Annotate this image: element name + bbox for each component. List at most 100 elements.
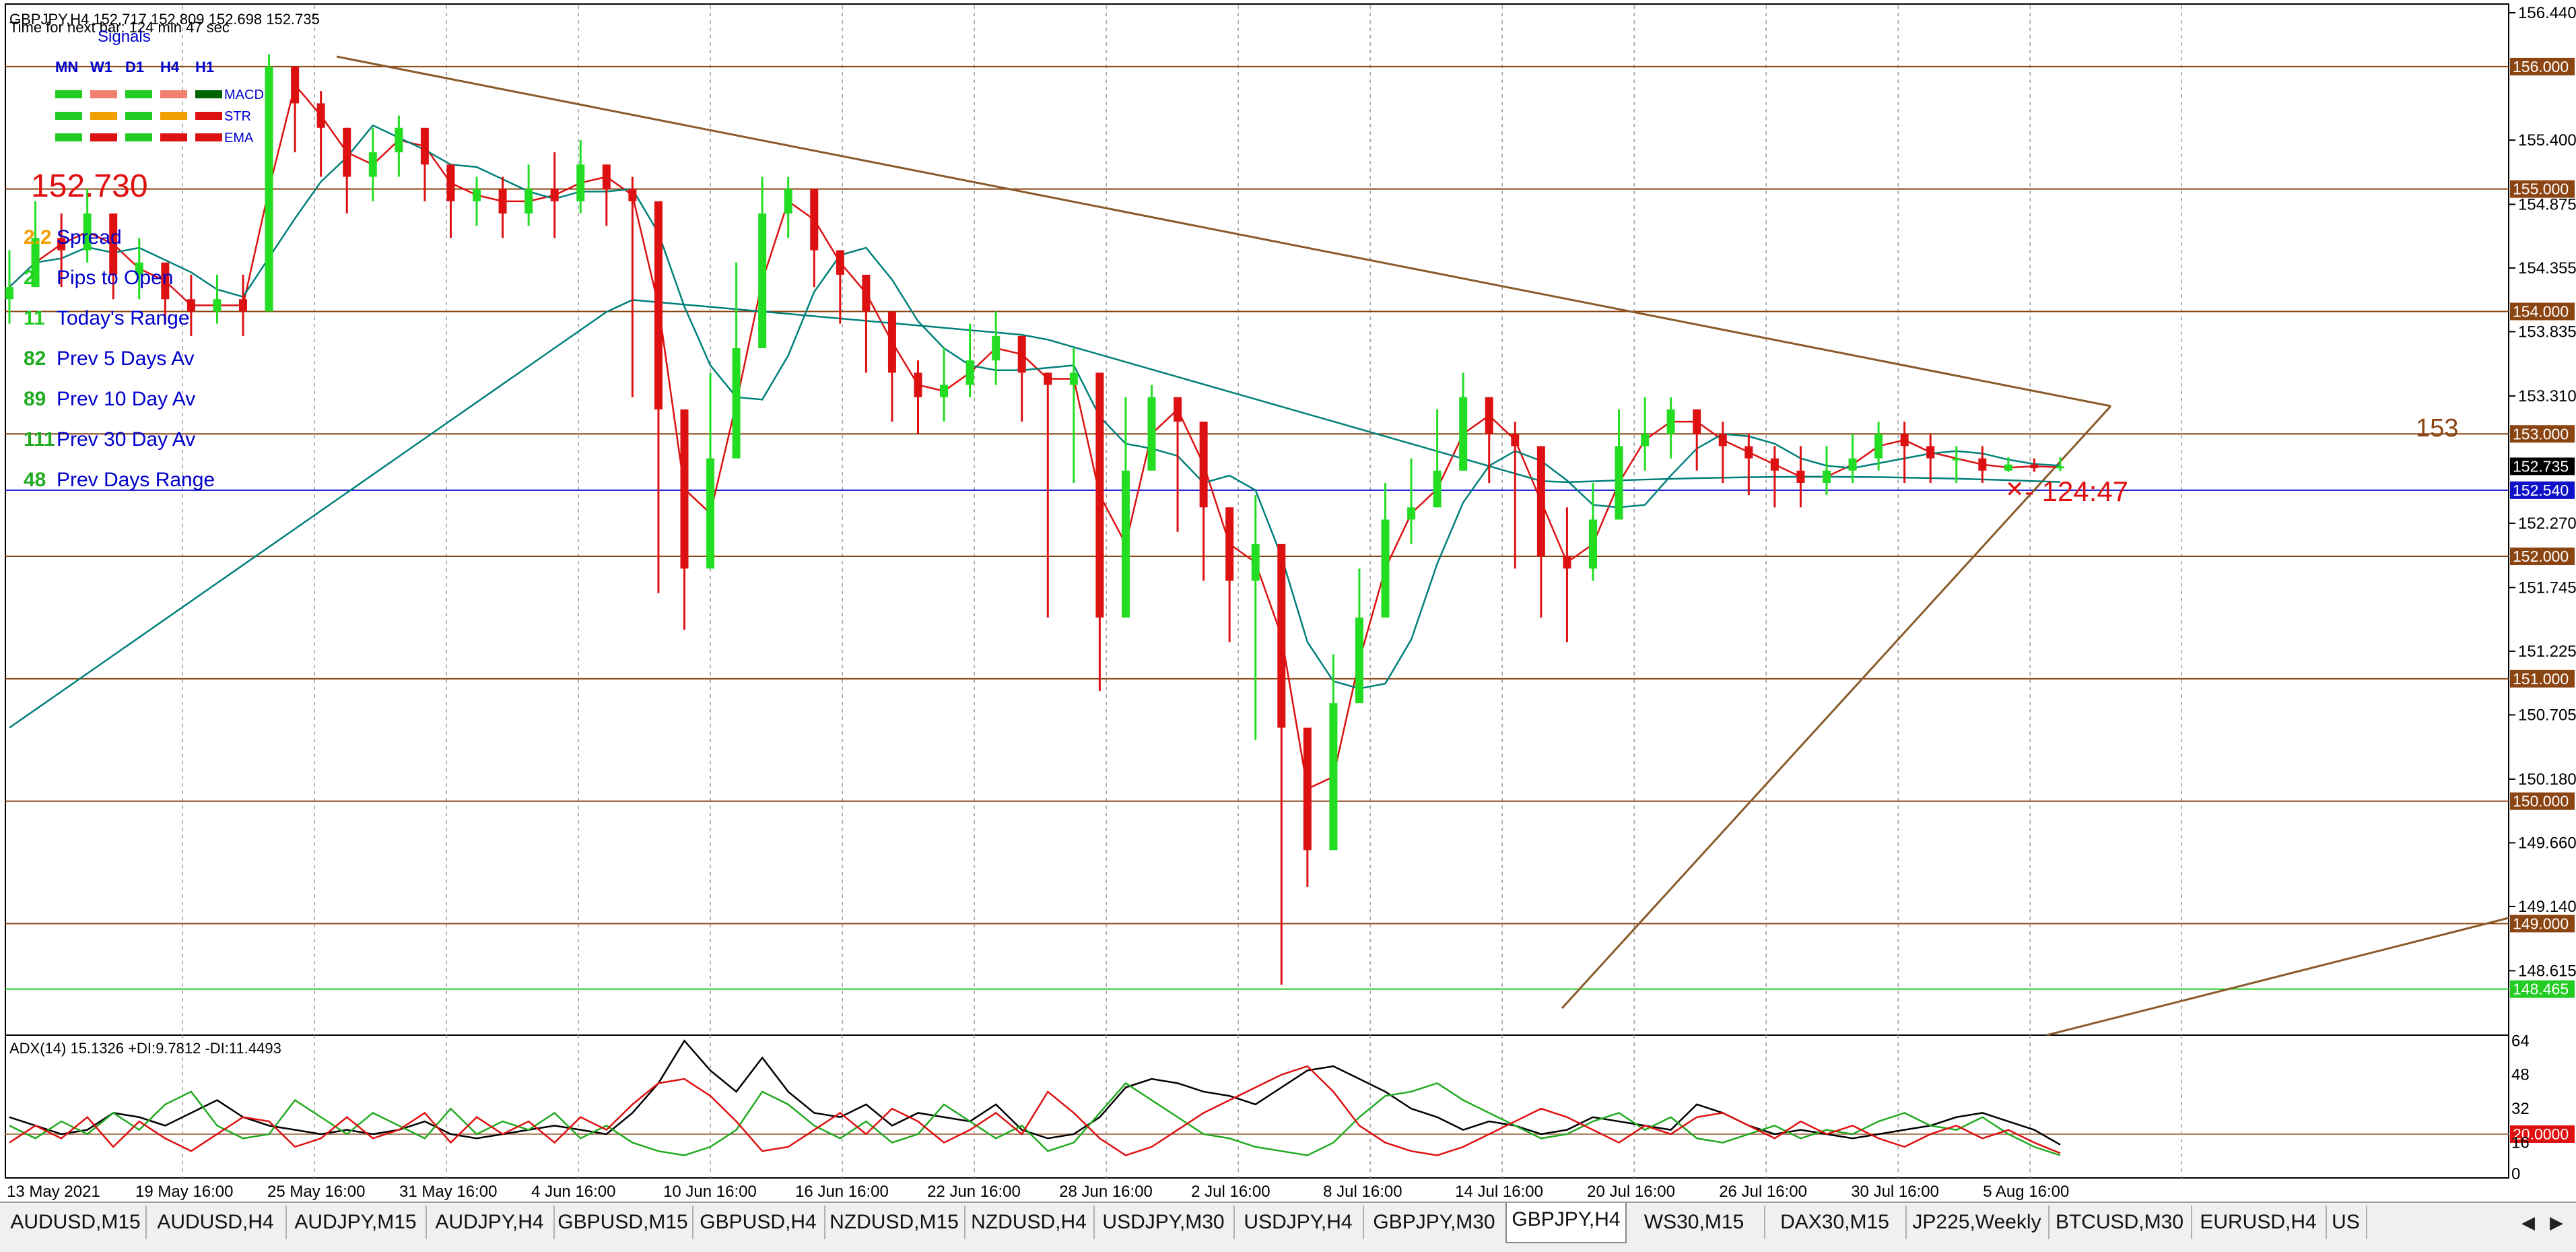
candle-body xyxy=(1407,507,1416,520)
tab-audusd-m15[interactable]: AUDUSD,M15 xyxy=(5,1206,147,1239)
candle-body xyxy=(473,189,481,201)
candle-body xyxy=(1511,434,1520,447)
x-tick-label: 28 Jun 16:00 xyxy=(1059,1183,1153,1201)
x-tick-label: 26 Jul 16:00 xyxy=(1719,1183,1807,1201)
level-price-tag xyxy=(2510,915,2575,933)
candle-body xyxy=(680,409,689,569)
x-tick-label: 25 May 16:00 xyxy=(267,1183,365,1201)
candle-body xyxy=(1900,434,1909,447)
y-tick-label: 149.660 xyxy=(2518,834,2576,852)
tab-gbpusd-h4[interactable]: GBPUSD,H4 xyxy=(692,1206,825,1239)
candle-body xyxy=(2056,466,2064,469)
candle-body xyxy=(2004,464,2012,471)
info-value: 11 xyxy=(24,307,45,329)
candles xyxy=(5,54,2064,985)
candle-body xyxy=(1303,727,1312,851)
candle-body xyxy=(291,66,300,104)
candle-body xyxy=(57,238,66,251)
signal-indicator xyxy=(55,90,82,98)
candle-body xyxy=(602,164,611,189)
adx-level-tag xyxy=(2510,1125,2575,1143)
candle-body xyxy=(887,311,896,373)
tab-gbpjpy-h4[interactable]: GBPJPY,H4 xyxy=(1505,1203,1627,1243)
tabs-scroll-left-icon[interactable]: ◀ xyxy=(2521,1212,2535,1232)
info-label: Spread xyxy=(57,226,122,249)
level-price-tag xyxy=(2510,548,2575,566)
candle-body xyxy=(395,127,403,153)
tab-nzdusd-m15[interactable]: NZDUSD,M15 xyxy=(824,1206,965,1239)
vertical-grid xyxy=(182,5,2182,1178)
tab-btcusd-m30[interactable]: BTCUSD,M30 xyxy=(2048,1206,2192,1239)
level-price-tag xyxy=(2510,180,2575,198)
tab-gbpjpy-m30[interactable]: GBPJPY,M30 xyxy=(1363,1206,1507,1239)
candle-body xyxy=(5,287,13,300)
signal-indicator xyxy=(125,112,152,120)
x-tick-label: 20 Jul 16:00 xyxy=(1587,1183,1675,1201)
candle-body xyxy=(706,458,715,569)
candle-body xyxy=(1381,519,1390,618)
secondary-trendline[interactable] xyxy=(2046,917,2509,1036)
level-price-label: 151.000 xyxy=(2513,670,2569,688)
tab-usdjpy-h4[interactable]: USDJPY,H4 xyxy=(1233,1206,1364,1239)
mid-ma-line xyxy=(9,124,2061,690)
tab-audusd-h4[interactable]: AUDUSD,H4 xyxy=(145,1206,287,1239)
bar-timer-label: - 124:47 xyxy=(2025,475,2128,507)
adx-tick-label: 32 xyxy=(2511,1100,2530,1118)
candle-body xyxy=(1822,470,1831,483)
signal-column-d1: D1 xyxy=(125,59,144,75)
upper-trendline[interactable] xyxy=(336,55,2111,407)
info-label: Today's Range xyxy=(57,307,190,329)
info-value: 48 xyxy=(24,469,46,491)
candle-body xyxy=(1095,372,1104,618)
candle-body xyxy=(368,152,377,177)
trendlines xyxy=(336,55,2509,1036)
tab-ws30-m15[interactable]: WS30,M15 xyxy=(1624,1206,1765,1239)
adx-tick-label: 64 xyxy=(2511,1032,2530,1050)
price-levels: 156.000 155.000 154.000 153.000 152.000 151.0… xyxy=(5,57,2575,998)
candle-body xyxy=(940,385,949,397)
signal-indicator xyxy=(90,133,117,141)
current-price-label: 152.735 xyxy=(2513,457,2569,475)
level-price-tag xyxy=(2510,481,2575,499)
tab-jp225-weekly[interactable]: JP225,Weekly xyxy=(1905,1206,2049,1239)
tab-eurusd-h4[interactable]: EURUSD,H4 xyxy=(2191,1206,2327,1239)
candle-body xyxy=(1588,519,1597,569)
tab-audjpy-m15[interactable]: AUDJPY,M15 xyxy=(285,1206,427,1239)
info-value: 2 xyxy=(24,267,35,289)
info-label: Prev 30 Day Av xyxy=(57,428,195,451)
candle-body xyxy=(1433,470,1442,508)
signal-indicator xyxy=(55,133,82,141)
candle-body xyxy=(862,274,871,312)
candle-body xyxy=(2030,464,2039,469)
tab-audjpy-h4[interactable]: AUDJPY,H4 xyxy=(426,1206,555,1239)
adx-series-di xyxy=(9,1065,2061,1156)
candle-body xyxy=(1978,458,1987,471)
signals-title: Signals xyxy=(98,28,151,46)
signal-column-w1: W1 xyxy=(90,59,112,75)
signals-panel: MN W1 D1 H4 H1 MACD STR EMA xyxy=(55,59,264,145)
level-price-label: 156.000 xyxy=(2513,58,2569,75)
current-price-tag xyxy=(2510,457,2575,475)
candle-body xyxy=(1017,335,1026,373)
info-panel: 2.2 Spread 2 Pips to Open 11 Today's Range 82 P… xyxy=(24,226,215,491)
tab-usdjpy-m30[interactable]: USDJPY,M30 xyxy=(1093,1206,1235,1239)
x-tick-label: 14 Jul 16:00 xyxy=(1455,1183,1543,1201)
candle-body xyxy=(1069,372,1078,385)
candle-body xyxy=(498,189,507,214)
tab-nzdusd-h4[interactable]: NZDUSD,H4 xyxy=(964,1206,1095,1239)
level-153-label: 153 xyxy=(2416,414,2458,442)
candle-body xyxy=(965,360,974,385)
tabs-scroll-right-icon[interactable]: ▶ xyxy=(2550,1212,2563,1232)
candle-body xyxy=(628,189,637,201)
tab-dax30-m15[interactable]: DAX30,M15 xyxy=(1764,1206,1907,1239)
tab-gbpusd-m15[interactable]: GBPUSD,M15 xyxy=(553,1206,693,1239)
signal-column-h1: H1 xyxy=(195,59,214,75)
candle-body xyxy=(1121,470,1130,618)
tab-us[interactable]: US xyxy=(2326,1206,2367,1239)
x-tick-label: 8 Jul 16:00 xyxy=(1323,1183,1402,1201)
candle-body xyxy=(316,103,325,128)
y-tick-label: 154.875 xyxy=(2518,195,2576,213)
signal-indicator xyxy=(160,112,187,120)
lower-trendline[interactable] xyxy=(1561,405,2112,1010)
level-price-label: 150.000 xyxy=(2513,793,2569,810)
